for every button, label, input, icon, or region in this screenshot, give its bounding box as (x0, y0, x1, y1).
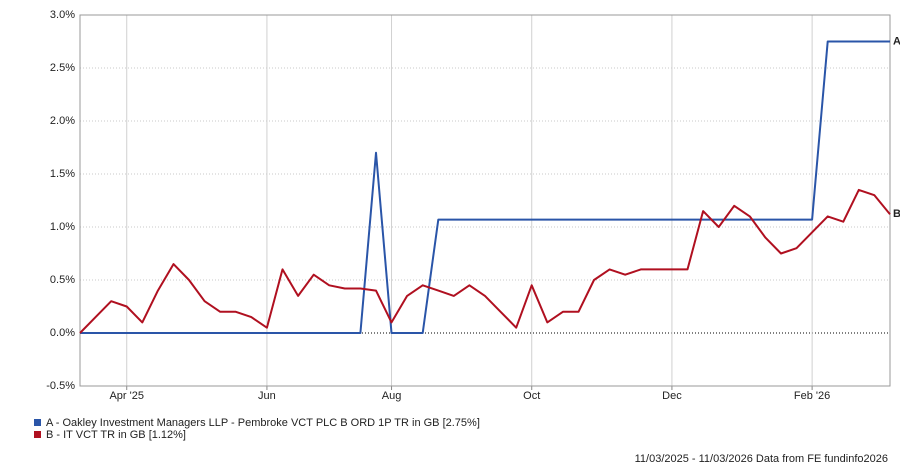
series-end-label: A (893, 35, 900, 47)
legend-label: A - Oakley Investment Managers LLP - Pem… (46, 417, 480, 429)
y-tick-label: 0.5% (50, 274, 75, 286)
y-tick-label: 3.0% (50, 9, 75, 21)
y-tick-label: -0.5% (46, 380, 75, 392)
y-tick-label: 0.0% (50, 327, 75, 339)
x-tick-label: Feb '26 (794, 390, 830, 402)
legend-swatch (34, 419, 41, 426)
series-line (80, 40, 890, 334)
legend-swatch (34, 431, 41, 438)
series-line (79, 188, 891, 334)
x-tick-label: Aug (382, 390, 402, 402)
y-tick-label: 1.5% (50, 168, 75, 180)
y-tick-label: 2.0% (50, 115, 75, 127)
y-tick-label: 1.0% (50, 221, 75, 233)
legend-label: B - IT VCT TR in GB [1.12%] (46, 429, 186, 441)
series-end-label: B (893, 208, 900, 220)
x-tick-label: Dec (662, 390, 682, 402)
x-tick-label: Oct (523, 390, 540, 402)
y-tick-label: 2.5% (50, 62, 75, 74)
x-tick-label: Apr '25 (109, 390, 144, 402)
x-tick-label: Jun (258, 390, 276, 402)
plot-frame (79, 14, 891, 387)
footer: 11/03/2025 - 11/03/2026 Data from FE fun… (635, 453, 888, 465)
